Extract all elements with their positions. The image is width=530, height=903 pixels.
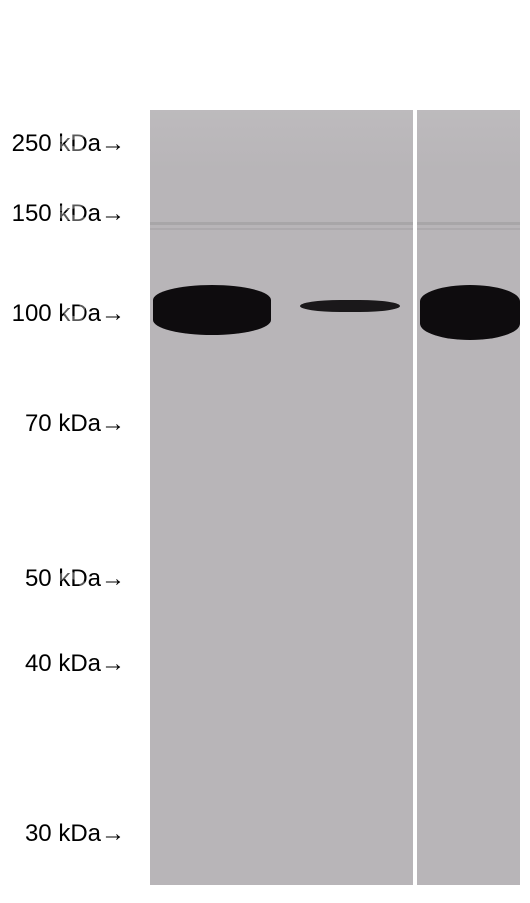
mw-label-250: 250 kDa→	[0, 130, 125, 158]
mw-label-40: 40 kDa→	[0, 650, 125, 678]
band-hela	[300, 300, 400, 312]
western-blot-figure: A431 HeLa NIH/3T3 250 kDa→ 150 kDa→ 100 …	[0, 0, 530, 903]
mw-label-70: 70 kDa→	[0, 410, 125, 438]
band-a431	[153, 285, 271, 335]
mw-label-50: 50 kDa→	[0, 565, 125, 593]
membrane-gradient	[150, 110, 520, 170]
mw-label-150: 150 kDa→	[0, 200, 125, 228]
lane-labels-group: A431 HeLa NIH/3T3	[0, 0, 530, 110]
lane-divider	[413, 110, 417, 885]
faint-background-line	[150, 228, 520, 230]
faint-background-line	[150, 222, 520, 225]
mw-label-30: 30 kDa→	[0, 820, 125, 848]
blot-membrane	[150, 110, 520, 885]
mw-label-100: 100 kDa→	[0, 300, 125, 328]
band-nih3t3	[420, 285, 520, 340]
